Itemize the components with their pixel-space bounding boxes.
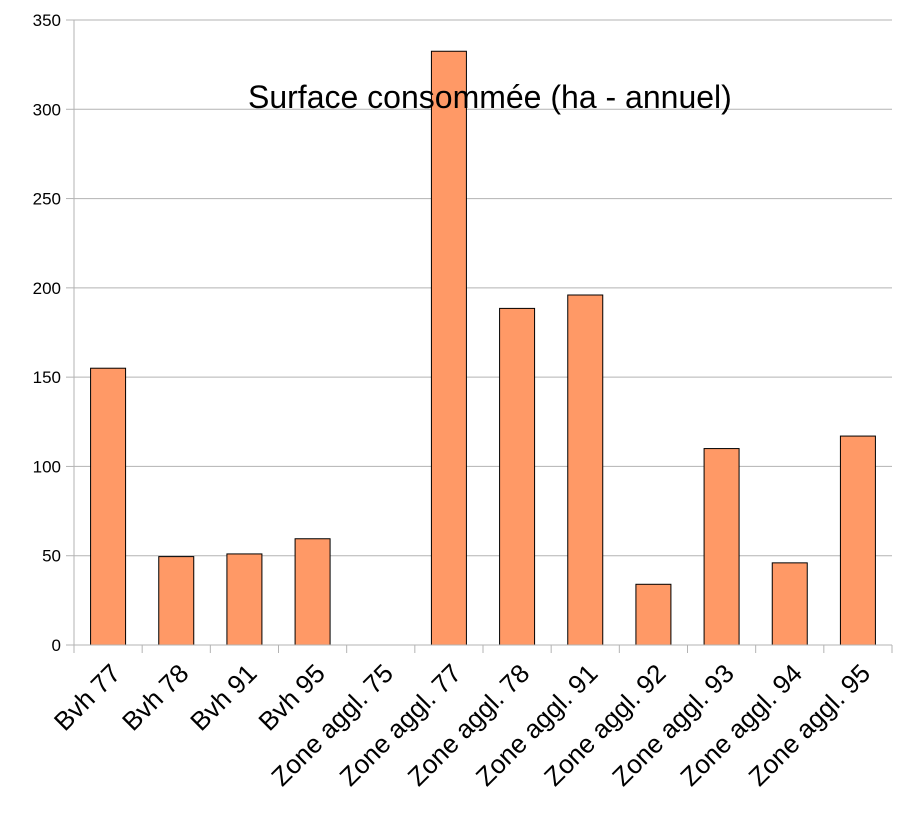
x-category-label: Bvh 78 xyxy=(116,658,194,736)
y-tick-label: 50 xyxy=(42,547,61,566)
bar xyxy=(226,553,263,646)
x-category-label: Bvh 77 xyxy=(48,658,126,736)
bar xyxy=(567,294,604,646)
x-axis-ticks xyxy=(73,645,893,653)
bar xyxy=(430,50,467,646)
chart-title: Surface consommée (ha - annuel) xyxy=(248,79,732,115)
y-tick-label: 100 xyxy=(33,457,61,476)
y-tick-label: 0 xyxy=(52,636,61,655)
bar xyxy=(294,538,331,646)
bar xyxy=(839,435,876,646)
bar xyxy=(635,583,672,646)
y-tick-label: 200 xyxy=(33,279,61,298)
y-tick-label: 350 xyxy=(33,11,61,30)
bar xyxy=(158,556,195,646)
bars xyxy=(90,50,876,646)
bar xyxy=(771,562,808,646)
bar xyxy=(499,307,536,646)
x-category-label: Zone aggl. 95 xyxy=(743,658,877,792)
y-tick-label: 250 xyxy=(33,190,61,209)
x-category-label: Bvh 91 xyxy=(184,658,262,736)
y-tick-label: 150 xyxy=(33,368,61,387)
y-tick-label: 300 xyxy=(33,100,61,119)
bar xyxy=(90,367,127,646)
bar xyxy=(703,448,740,646)
gridlines xyxy=(74,19,892,557)
y-axis-tick-labels: 0 50 100 150 200 250 300 350 xyxy=(33,11,74,655)
